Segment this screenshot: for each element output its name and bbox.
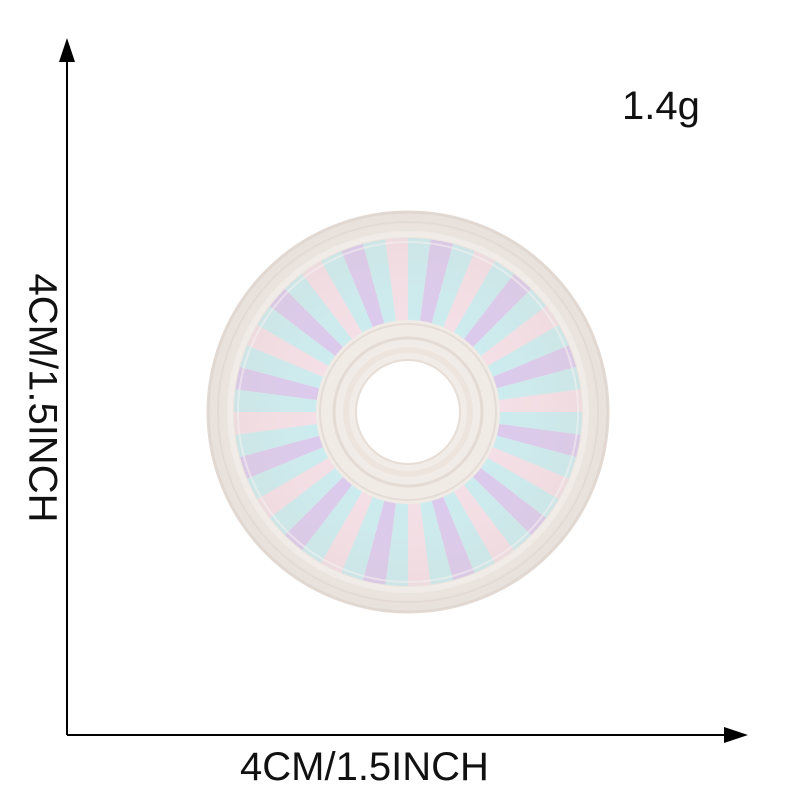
weight-label: 1.4g: [622, 84, 700, 128]
dimension-axes: [59, 38, 748, 743]
height-dimension-label: 4CM/1.5INCH: [20, 273, 65, 523]
width-dimension-label: 4CM/1.5INCH: [240, 745, 489, 789]
right-arrow-icon: [724, 727, 748, 743]
patch-center-hole: [355, 359, 461, 465]
up-arrow-icon: [59, 38, 75, 62]
